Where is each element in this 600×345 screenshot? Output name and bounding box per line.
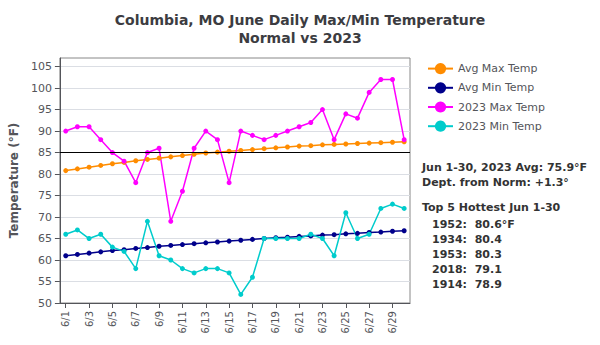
svg-text:1952: 80.6°F: 1952: 80.6°F [432,218,515,231]
svg-text:90: 90 [38,125,52,138]
svg-text:Avg Min Temp: Avg Min Temp [458,81,534,94]
svg-text:6/11: 6/11 [177,311,188,333]
svg-text:1953: 80.3: 1953: 80.3 [432,248,502,261]
svg-text:6/29: 6/29 [387,311,398,333]
svg-text:6/21: 6/21 [294,311,305,333]
svg-text:Jun 1-30, 2023 Avg: 75.9°F: Jun 1-30, 2023 Avg: 75.9°F [421,161,587,174]
svg-text:50: 50 [38,297,52,310]
svg-text:60: 60 [38,254,52,267]
svg-text:6/1: 6/1 [60,311,71,327]
svg-text:6/23: 6/23 [317,311,328,333]
svg-text:2018: 79.1: 2018: 79.1 [432,263,502,276]
svg-text:Columbia, MO June Daily Max/Mi: Columbia, MO June Daily Max/Min Temperat… [115,12,485,28]
svg-text:1934: 80.4: 1934: 80.4 [432,233,502,246]
svg-text:95: 95 [38,103,52,116]
svg-text:85: 85 [38,146,52,159]
svg-text:6/19: 6/19 [270,311,281,333]
svg-text:6/25: 6/25 [340,311,351,333]
svg-text:6/3: 6/3 [84,311,95,327]
svg-text:2023 Max Temp: 2023 Max Temp [458,101,545,114]
svg-text:Normal vs 2023: Normal vs 2023 [238,30,361,46]
svg-text:1914: 78.9: 1914: 78.9 [432,278,502,291]
svg-text:6/5: 6/5 [107,311,118,327]
svg-text:6/9: 6/9 [154,311,165,327]
svg-text:6/27: 6/27 [364,311,375,333]
svg-text:Dept. from Norm: +1.3°: Dept. from Norm: +1.3° [422,176,569,189]
svg-text:6/7: 6/7 [130,311,141,327]
svg-text:Top 5 Hottest Jun 1-30: Top 5 Hottest Jun 1-30 [422,201,561,214]
svg-text:6/13: 6/13 [200,311,211,333]
svg-text:Avg Max Temp: Avg Max Temp [458,62,537,75]
svg-text:105: 105 [31,60,52,73]
svg-text:80: 80 [38,168,52,181]
svg-text:6/15: 6/15 [224,311,235,333]
svg-text:55: 55 [38,275,52,288]
svg-text:Temperature (°F): Temperature (°F) [7,123,21,239]
svg-text:70: 70 [38,211,52,224]
svg-text:6/17: 6/17 [247,311,258,333]
svg-text:100: 100 [31,82,52,95]
svg-text:65: 65 [38,232,52,245]
svg-text:2023 Min Temp: 2023 Min Temp [458,120,542,133]
svg-text:75: 75 [38,189,52,202]
